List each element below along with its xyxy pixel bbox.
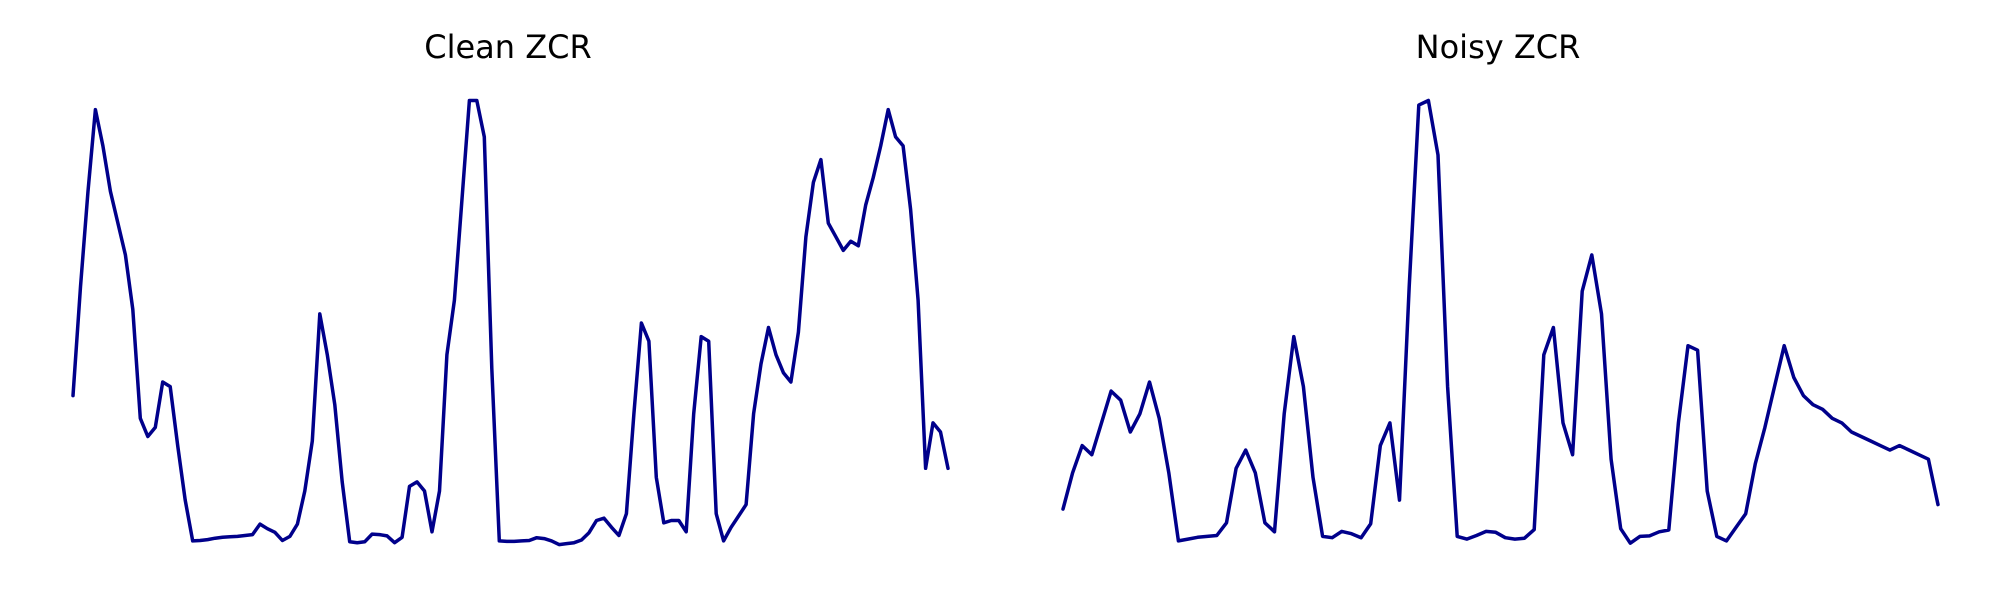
chart-title-noisy: Noisy ZCR bbox=[1416, 28, 1581, 66]
panel-noisy-zcr: Noisy ZCR bbox=[1061, 28, 1940, 545]
plot-area-noisy bbox=[1061, 98, 1940, 545]
chart-title-clean: Clean ZCR bbox=[424, 28, 591, 66]
panel-clean-zcr: Clean ZCR bbox=[71, 28, 950, 547]
plot-area-clean bbox=[71, 98, 950, 547]
series-line-noisy-0 bbox=[1061, 98, 1940, 545]
series-line-clean-0 bbox=[71, 98, 950, 547]
